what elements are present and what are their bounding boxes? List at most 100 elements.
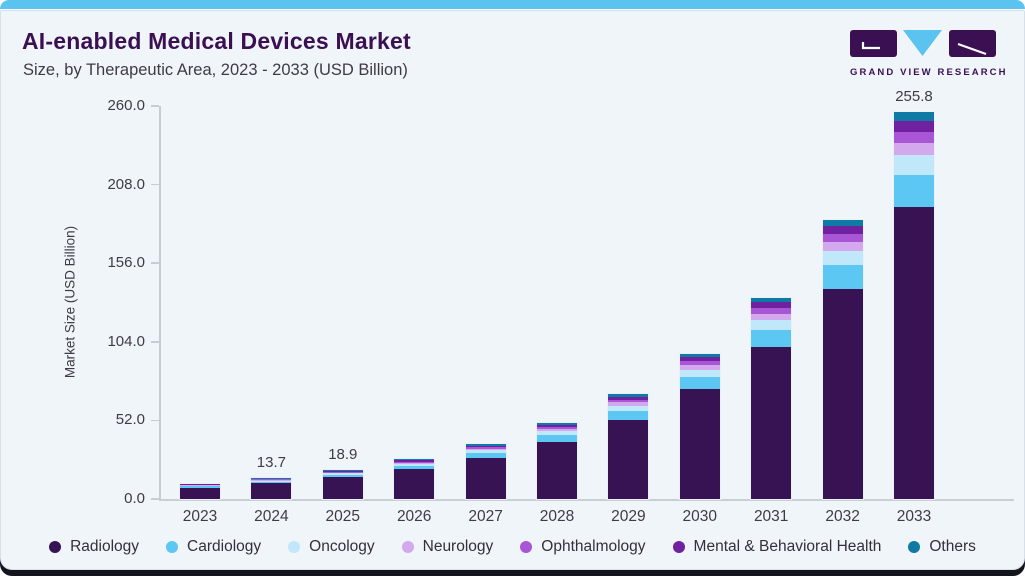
bar-segment-others-2028 [537, 423, 577, 425]
bar-segment-oncology-2033 [894, 155, 934, 175]
bar-segment-oncology-2023 [180, 485, 220, 487]
bar-segment-ophthalmology-2032 [822, 234, 863, 243]
report-card: AI-enabled Medical Devices Market Size, … [0, 10, 1025, 570]
bar-2030 [678, 352, 721, 500]
bar-segment-cardiology-2027 [465, 453, 506, 458]
y-axis-line [159, 106, 161, 499]
bar-segment-oncology-2032 [822, 250, 863, 266]
legend-color-dot-icon [672, 541, 685, 553]
y-tick-label: 208.0 [107, 175, 145, 193]
bar-segment-neurology-2024 [251, 479, 292, 481]
x-tick-label-2027: 2027 [468, 508, 503, 525]
x-tick-label-2032: 2032 [825, 508, 860, 525]
bar-segment-radiology-2028 [537, 441, 577, 499]
bar-segment-oncology-2026 [394, 463, 435, 466]
bar-segment-ophthalmology-2029 [608, 399, 649, 403]
bar-segment-others-2030 [679, 353, 720, 357]
chart-legend: Radiology Cardiology Oncology Neurology Opht… [1, 538, 1024, 556]
bar-segment-radiology-2023 [180, 487, 220, 499]
bar-segment-neurology-2030 [679, 365, 720, 370]
bar-segment-others-2032 [822, 219, 863, 227]
y-tick-label: 52.0 [115, 411, 145, 429]
bar-2032 [821, 218, 864, 500]
bar-2027 [464, 443, 507, 500]
bar-segment-ophthalmology-2031 [751, 308, 792, 314]
legend-label: Others [929, 538, 976, 555]
legend-item-others: Others [908, 538, 976, 556]
grand-view-research-logo: GRAND VIEW RESEARCH [850, 30, 1008, 78]
bar-segment-neurology-2029 [608, 402, 649, 406]
bar-segment-ophthalmology-2033 [894, 132, 934, 144]
y-axis-title: Market Size (USD Billion) [62, 225, 78, 379]
bar-2023 [179, 483, 221, 500]
bar-2026 [393, 458, 436, 500]
bar-segment-mental-behavioral-health-2030 [679, 356, 720, 362]
bar-2025 [321, 469, 364, 500]
bar-segment-mental-behavioral-health-2029 [608, 396, 649, 400]
bar-segment-radiology-2030 [679, 389, 720, 499]
y-tick-mark [151, 105, 159, 107]
bar-segment-cardiology-2023 [180, 486, 220, 488]
bar-2031 [750, 296, 793, 500]
y-tick-label: 260.0 [107, 97, 145, 114]
bar-segment-others-2025 [322, 470, 363, 472]
x-tick-label-2030: 2030 [682, 508, 718, 525]
legend-label: Neurology [422, 538, 494, 555]
legend-item-radiology: Radiology [49, 538, 139, 556]
bar-segment-neurology-2025 [322, 472, 363, 474]
bar-2028 [536, 422, 578, 500]
bar-segment-cardiology-2031 [751, 330, 792, 348]
bar-2033 [893, 111, 935, 500]
bar-segment-radiology-2024 [251, 483, 292, 499]
bar-segment-others-2026 [394, 459, 435, 461]
legend-item-oncology: Oncology [288, 538, 375, 556]
legend-item-cardiology: Cardiology [166, 538, 261, 556]
x-tick-label-2033: 2033 [896, 508, 932, 525]
bar-total-label-2024: 13.7 [256, 454, 286, 472]
legend-color-dot-icon [908, 541, 921, 553]
legend-label: Ophthalmology [541, 538, 646, 555]
bar-segment-mental-behavioral-health-2032 [822, 226, 863, 235]
bar-total-label-2025: 18.9 [328, 446, 358, 464]
legend-color-dot-icon [166, 541, 179, 553]
bar-segment-mental-behavioral-health-2026 [394, 460, 435, 462]
page-subtitle: Size, by Therapeutic Area, 2023 - 2033 (… [23, 61, 408, 79]
bar-segment-radiology-2026 [394, 469, 435, 499]
legend-label: Oncology [309, 538, 375, 555]
bar-segment-cardiology-2030 [679, 377, 720, 390]
y-tick-label: 156.0 [107, 254, 145, 272]
bar-segment-neurology-2028 [537, 428, 577, 432]
x-tick-label-2029: 2029 [611, 508, 646, 525]
y-tick-mark [151, 419, 159, 422]
bar-segment-radiology-2025 [322, 477, 363, 499]
bar-segment-mental-behavioral-health-2024 [251, 478, 292, 480]
gvr-logo-text: GRAND VIEW RESEARCH [850, 67, 1008, 78]
bar-segment-ophthalmology-2024 [251, 479, 292, 480]
y-tick-label: 0.0 [124, 490, 145, 507]
legend-item-mental-behavioral-health: Mental & Behavioral Health [672, 538, 882, 556]
bar-segment-cardiology-2025 [322, 474, 363, 478]
y-tick-mark [151, 183, 159, 186]
legend-label: Mental & Behavioral Health [693, 538, 882, 555]
legend-color-dot-icon [520, 541, 533, 553]
legend-color-dot-icon [49, 541, 62, 553]
bar-segment-oncology-2025 [322, 473, 363, 475]
stacked-bar-chart: Market Size (USD Billion) 0.0 52.0 104.0 15… [1, 11, 1024, 569]
legend-label: Cardiology [187, 538, 262, 555]
y-tick-label: 104.0 [107, 332, 145, 350]
bar-total-label-2033: 255.8 [895, 88, 933, 106]
x-tick-label-2028: 2028 [539, 508, 575, 525]
x-tick-label-2023: 2023 [182, 508, 218, 525]
bar-segment-ophthalmology-2025 [322, 471, 363, 473]
bar-segment-oncology-2029 [608, 405, 649, 411]
legend-label: Radiology [70, 538, 140, 555]
bar-segment-ophthalmology-2027 [465, 447, 506, 449]
bar-segment-mental-behavioral-health-2025 [322, 471, 363, 472]
bar-segment-oncology-2028 [537, 431, 577, 436]
legend-item-ophthalmology: Ophthalmology [520, 538, 646, 556]
bar-segment-oncology-2031 [751, 319, 792, 331]
bar-2024 [250, 477, 293, 500]
bar-segment-oncology-2024 [251, 480, 292, 482]
bar-segment-neurology-2032 [822, 242, 863, 251]
bar-segment-mental-behavioral-health-2033 [894, 121, 934, 133]
